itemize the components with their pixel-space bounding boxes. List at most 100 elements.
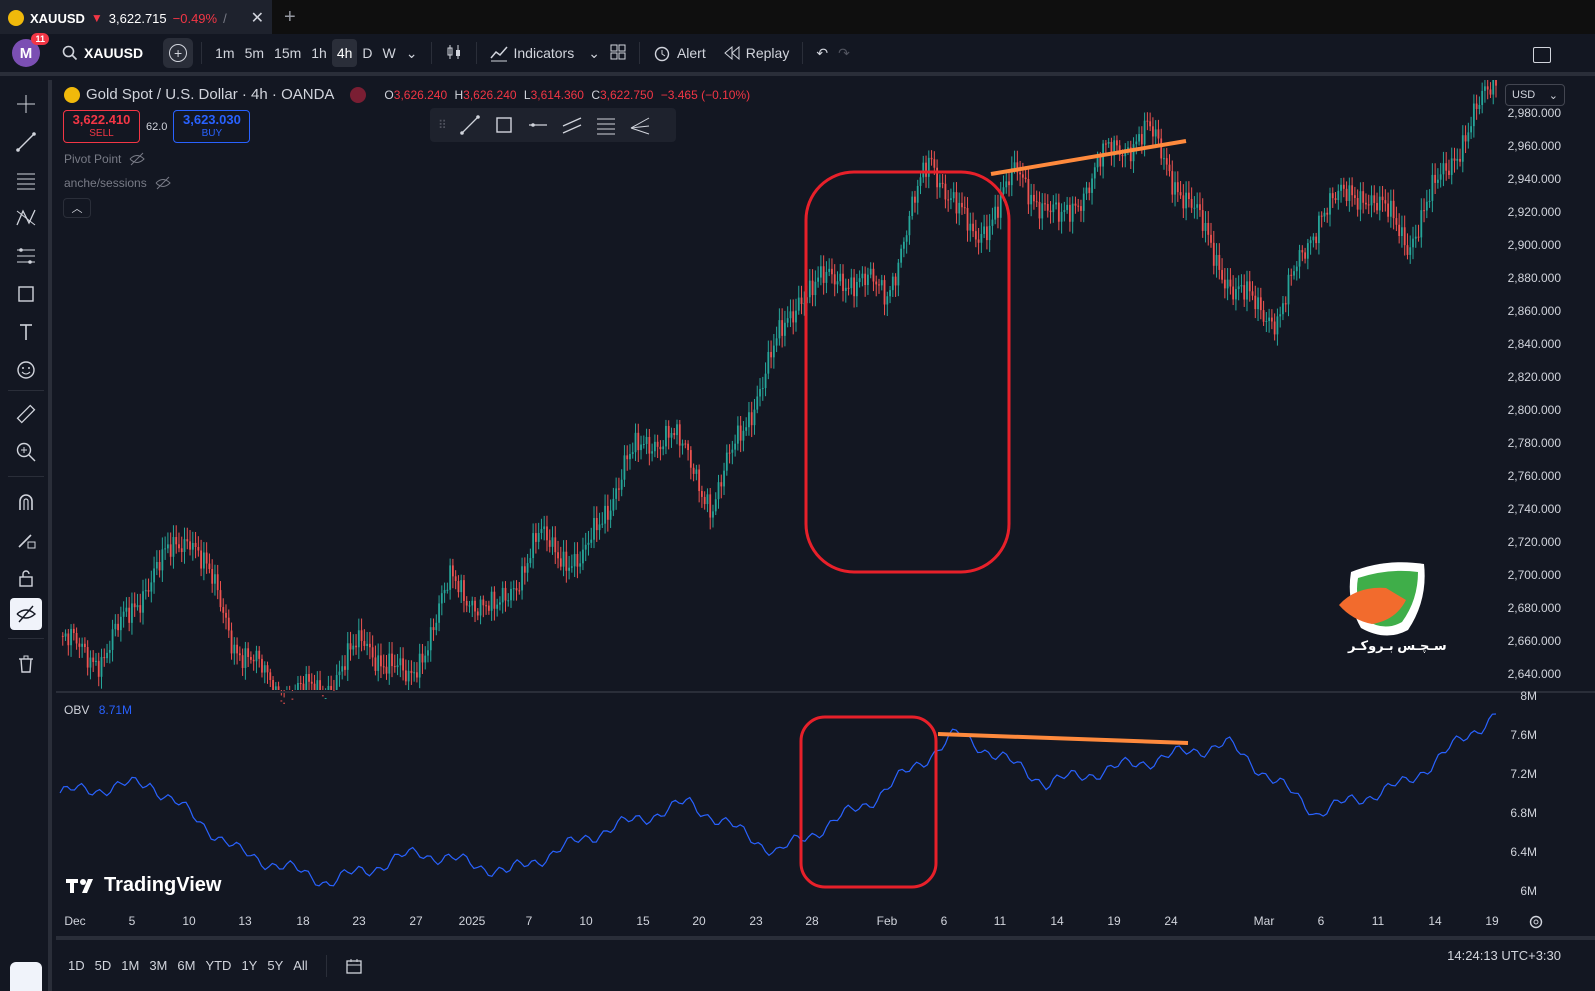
interval-dropdown-icon[interactable]: ⌄ — [405, 44, 418, 61]
annotation-box-obv[interactable] — [799, 715, 938, 889]
rectangle-icon[interactable] — [493, 114, 515, 136]
text-icon[interactable] — [10, 316, 42, 348]
obv-legend[interactable]: OBV 8.71M — [64, 703, 132, 717]
interval-4h[interactable]: 4h — [331, 39, 358, 67]
zoom-in-icon[interactable] — [10, 436, 42, 468]
candle — [526, 553, 529, 582]
indicators-button[interactable]: Indicators ⌄ — [485, 38, 605, 68]
redo-icon[interactable]: ↷ — [838, 44, 850, 61]
price-axis-label: 2,920.000 — [1507, 205, 1561, 219]
time-axis[interactable]: Dec 5 10 13 18 23 27 2025 7 10 15 20 23 28 Feb 6 11 14 19 2… — [56, 908, 1500, 936]
collapse-legend-button[interactable]: ︿ — [63, 198, 91, 218]
indicator-sessions[interactable]: anche/sessions — [64, 176, 171, 190]
ruler-icon[interactable] — [10, 398, 42, 430]
interval-1m[interactable]: 1m — [215, 45, 235, 61]
range-all[interactable]: All — [293, 958, 308, 973]
interval-w[interactable]: W — [382, 45, 396, 61]
tradingview-logo[interactable]: TradingView — [66, 874, 221, 897]
crosshair-icon[interactable] — [10, 88, 42, 120]
settings-gear-icon[interactable] — [1528, 914, 1544, 930]
candle — [61, 632, 64, 646]
candle — [1282, 295, 1284, 321]
candle — [537, 522, 540, 550]
candle — [1279, 306, 1282, 328]
close-tab-icon[interactable]: ✕ — [250, 10, 264, 27]
market-status-icon — [350, 86, 367, 103]
compare-symbol-button[interactable]: + — [163, 38, 194, 68]
clock[interactable]: 14:24:13 UTC+3:30 — [1447, 948, 1561, 963]
candle — [770, 340, 772, 369]
legend-title[interactable]: Gold Spot / U.S. Dollar · 4h · OANDA — [86, 86, 335, 103]
candle — [587, 530, 590, 556]
indicator-pivot[interactable]: Pivot Point — [64, 152, 146, 166]
candle — [465, 596, 468, 613]
replay-button[interactable]: Replay — [719, 39, 795, 67]
range-5d[interactable]: 5D — [94, 958, 112, 973]
interval-1h[interactable]: 1h — [311, 45, 327, 61]
symbol-search[interactable]: XAUUSD — [62, 45, 143, 61]
candle — [759, 378, 761, 407]
fib-retracement-icon[interactable] — [10, 164, 42, 196]
range-1y[interactable]: 1Y — [241, 958, 258, 973]
interval-5m[interactable]: 5m — [244, 45, 265, 61]
tab-xauusd[interactable]: XAUUSD ▼ 3,622.715 −0.49% / ✕ — [0, 0, 272, 34]
pattern-icon[interactable] — [10, 202, 42, 234]
annotation-box-price[interactable] — [804, 170, 1011, 574]
range-3m[interactable]: 3M — [149, 958, 168, 973]
fib-retracement-icon[interactable] — [595, 114, 617, 136]
lock-drawing-icon[interactable] — [10, 524, 42, 556]
emoji-icon[interactable] — [10, 354, 42, 386]
currency-selector[interactable]: USD ⌄ — [1505, 84, 1565, 106]
trendline-price[interactable] — [990, 139, 1187, 176]
eye-hidden-icon[interactable] — [155, 176, 171, 190]
trendline-obv[interactable] — [937, 732, 1189, 745]
range-5y[interactable]: 5Y — [267, 958, 284, 973]
candle — [330, 675, 333, 690]
fullscreen-icon[interactable] — [1533, 47, 1551, 63]
calendar-icon[interactable] — [345, 957, 363, 975]
candles-icon[interactable] — [440, 37, 468, 70]
trash-icon[interactable] — [10, 648, 42, 680]
buy-button[interactable]: 3,623.030 BUY — [173, 110, 251, 143]
range-1d[interactable]: 1D — [68, 958, 85, 973]
obv-value: 8.71M — [98, 703, 133, 717]
trend-line-icon[interactable] — [10, 126, 42, 158]
interval-d[interactable]: D — [362, 45, 373, 61]
candle — [784, 310, 786, 347]
bottom-left-icon[interactable] — [10, 962, 42, 991]
drag-handle-icon[interactable]: ⠿ — [438, 118, 447, 132]
obv-line — [59, 713, 1497, 887]
alert-button[interactable]: Alert — [648, 38, 711, 68]
candle — [919, 170, 922, 195]
range-1m[interactable]: 1M — [121, 958, 140, 973]
candle — [692, 463, 695, 482]
eye-hidden-icon[interactable] — [129, 152, 146, 166]
trend-line-icon[interactable] — [459, 114, 481, 136]
obv-label: OBV — [64, 703, 90, 717]
lock-icon[interactable] — [10, 562, 42, 594]
divider — [638, 42, 640, 64]
range-6m[interactable]: 6M — [177, 958, 196, 973]
pitchfork-icon[interactable] — [629, 114, 651, 136]
avatar[interactable]: M 11 — [12, 33, 49, 67]
horizontal-line-icon[interactable] — [527, 114, 549, 136]
undo-icon[interactable]: ↶ — [816, 44, 829, 61]
candle — [230, 622, 233, 660]
magnet-icon[interactable] — [10, 486, 42, 518]
divider — [802, 42, 804, 64]
layouts-icon[interactable] — [605, 38, 631, 69]
candle — [612, 487, 615, 517]
rectangle-icon[interactable] — [10, 278, 42, 310]
new-tab-icon[interactable]: + — [284, 5, 296, 28]
price-chart[interactable] — [56, 80, 1595, 936]
sell-button[interactable]: 3,622.410 SELL — [63, 110, 140, 143]
price-axis[interactable]: 2,980.000 2,960.000 2,940.000 2,920.000 2,90… — [1500, 80, 1595, 936]
candle — [1055, 193, 1057, 210]
prediction-icon[interactable] — [10, 240, 42, 272]
hide-drawings-icon[interactable] — [10, 598, 42, 630]
interval-15m[interactable]: 15m — [274, 45, 302, 61]
candle — [407, 660, 410, 690]
range-ytd[interactable]: YTD — [205, 958, 232, 973]
candle — [1423, 198, 1425, 223]
parallel-channel-icon[interactable] — [561, 114, 583, 136]
